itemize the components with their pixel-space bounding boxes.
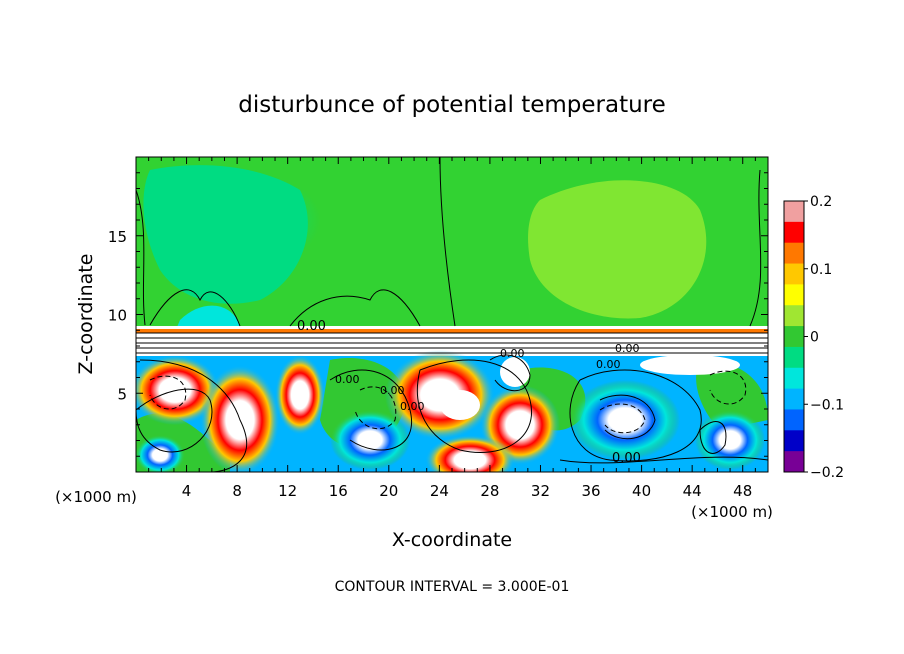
colorbar-swatch <box>784 263 804 285</box>
x-tick-label: 8 <box>232 482 242 500</box>
colorbar-swatch <box>784 451 804 473</box>
upper-pale-region <box>200 175 320 265</box>
x-tick-label: 32 <box>531 482 550 500</box>
colorbar-tick-label: −0.2 <box>810 465 844 481</box>
colorbar-tick-label: 0.2 <box>810 194 832 210</box>
colorbar-swatch <box>784 221 804 244</box>
warm-eddy-3 <box>275 355 325 435</box>
x-tick-label: 28 <box>480 482 499 500</box>
colorbar-tick-label: −0.1 <box>810 397 844 413</box>
x-tick-label: 44 <box>683 482 702 500</box>
colorbar-swatch <box>784 242 804 265</box>
contour-line <box>136 189 146 326</box>
colorbar-swatch <box>784 388 804 410</box>
contour-line <box>439 157 456 327</box>
plot-field: 0.00 0.00 0.00 0.00 0.00 0.00 0.00 0.00 <box>136 157 768 472</box>
contour-label: 0.00 <box>615 342 640 355</box>
contour-line <box>559 456 768 464</box>
contour-line <box>599 403 646 434</box>
contour-label: 0.00 <box>500 347 525 360</box>
x-axis-label: X-coordinate <box>392 529 512 551</box>
contour-line <box>149 375 187 410</box>
colorbar-swatch <box>784 409 804 431</box>
y-tick-label: 10 <box>108 307 127 325</box>
cold-eddy-3 <box>695 410 765 470</box>
contour-label: 0.00 <box>612 451 641 466</box>
y-axis-label: Z-coordinate <box>75 254 97 375</box>
contour-label: 0.00 <box>380 384 405 397</box>
lower-green-region-4 <box>696 360 768 430</box>
contour-line <box>139 359 247 472</box>
white-core-2 <box>500 357 530 387</box>
x-tick-label: 20 <box>379 482 398 500</box>
contour-line <box>136 388 213 453</box>
colorbar-swatch <box>784 326 804 348</box>
contour-lines <box>136 157 768 472</box>
x-unit-label: (×1000 m) <box>691 503 773 521</box>
colorbar-swatch <box>784 201 804 223</box>
white-core-1 <box>640 355 740 375</box>
tropopause-band <box>136 329 768 333</box>
upper-cool-tongue <box>175 305 240 332</box>
contour-line <box>599 394 656 440</box>
contour-line <box>416 359 532 454</box>
contour-line <box>289 289 421 327</box>
x-tick-label: 40 <box>632 482 651 500</box>
contour-label: 0.00 <box>335 373 360 386</box>
contour-line <box>354 386 397 430</box>
x-tick-label: 36 <box>581 482 600 500</box>
upper-right-warm-region <box>528 180 707 319</box>
contour-label: 0.00 <box>400 400 425 413</box>
contour-label: 0.00 <box>297 319 326 334</box>
white-core-3 <box>440 390 480 420</box>
colorbar-tick-label: 0.1 <box>810 262 832 278</box>
colorbar: 0.2 0.1 0 −0.1 −0.2 <box>783 194 844 481</box>
x-tick-label: 24 <box>430 482 449 500</box>
chart-title: disturbunce of potential temperature <box>238 92 666 118</box>
contour-line <box>709 370 747 405</box>
contour-line <box>489 354 531 392</box>
y-tick-label: 5 <box>117 385 127 403</box>
contour-line <box>149 289 241 327</box>
contour-line <box>569 369 702 462</box>
contour-line <box>329 369 413 451</box>
contour-label: 0.00 <box>596 358 621 371</box>
y-unit-label: (×1000 m) <box>55 488 137 506</box>
colorbar-swatch <box>784 430 804 452</box>
colorbar-swatch <box>784 346 804 369</box>
cold-eddy-1 <box>570 380 680 460</box>
cold-eddy-2 <box>330 410 410 470</box>
colorbar-swatch <box>784 284 804 306</box>
x-tick-label: 4 <box>182 482 192 500</box>
contour-line <box>749 169 762 327</box>
y-tick-label: 15 <box>108 228 127 246</box>
warm-eddy-6 <box>425 435 515 472</box>
colorbar-tick-label: 0 <box>810 330 819 346</box>
contour-line <box>699 421 727 454</box>
cold-eddy-4 <box>136 435 185 472</box>
x-tick-label: 48 <box>733 482 752 500</box>
x-tick-label: 16 <box>329 482 348 500</box>
colorbar-swatch <box>784 305 804 327</box>
contour-interval-text: CONTOUR INTERVAL = 3.000E-01 <box>335 579 570 595</box>
colorbar-swatch <box>784 367 804 390</box>
x-tick-label: 12 <box>278 482 297 500</box>
